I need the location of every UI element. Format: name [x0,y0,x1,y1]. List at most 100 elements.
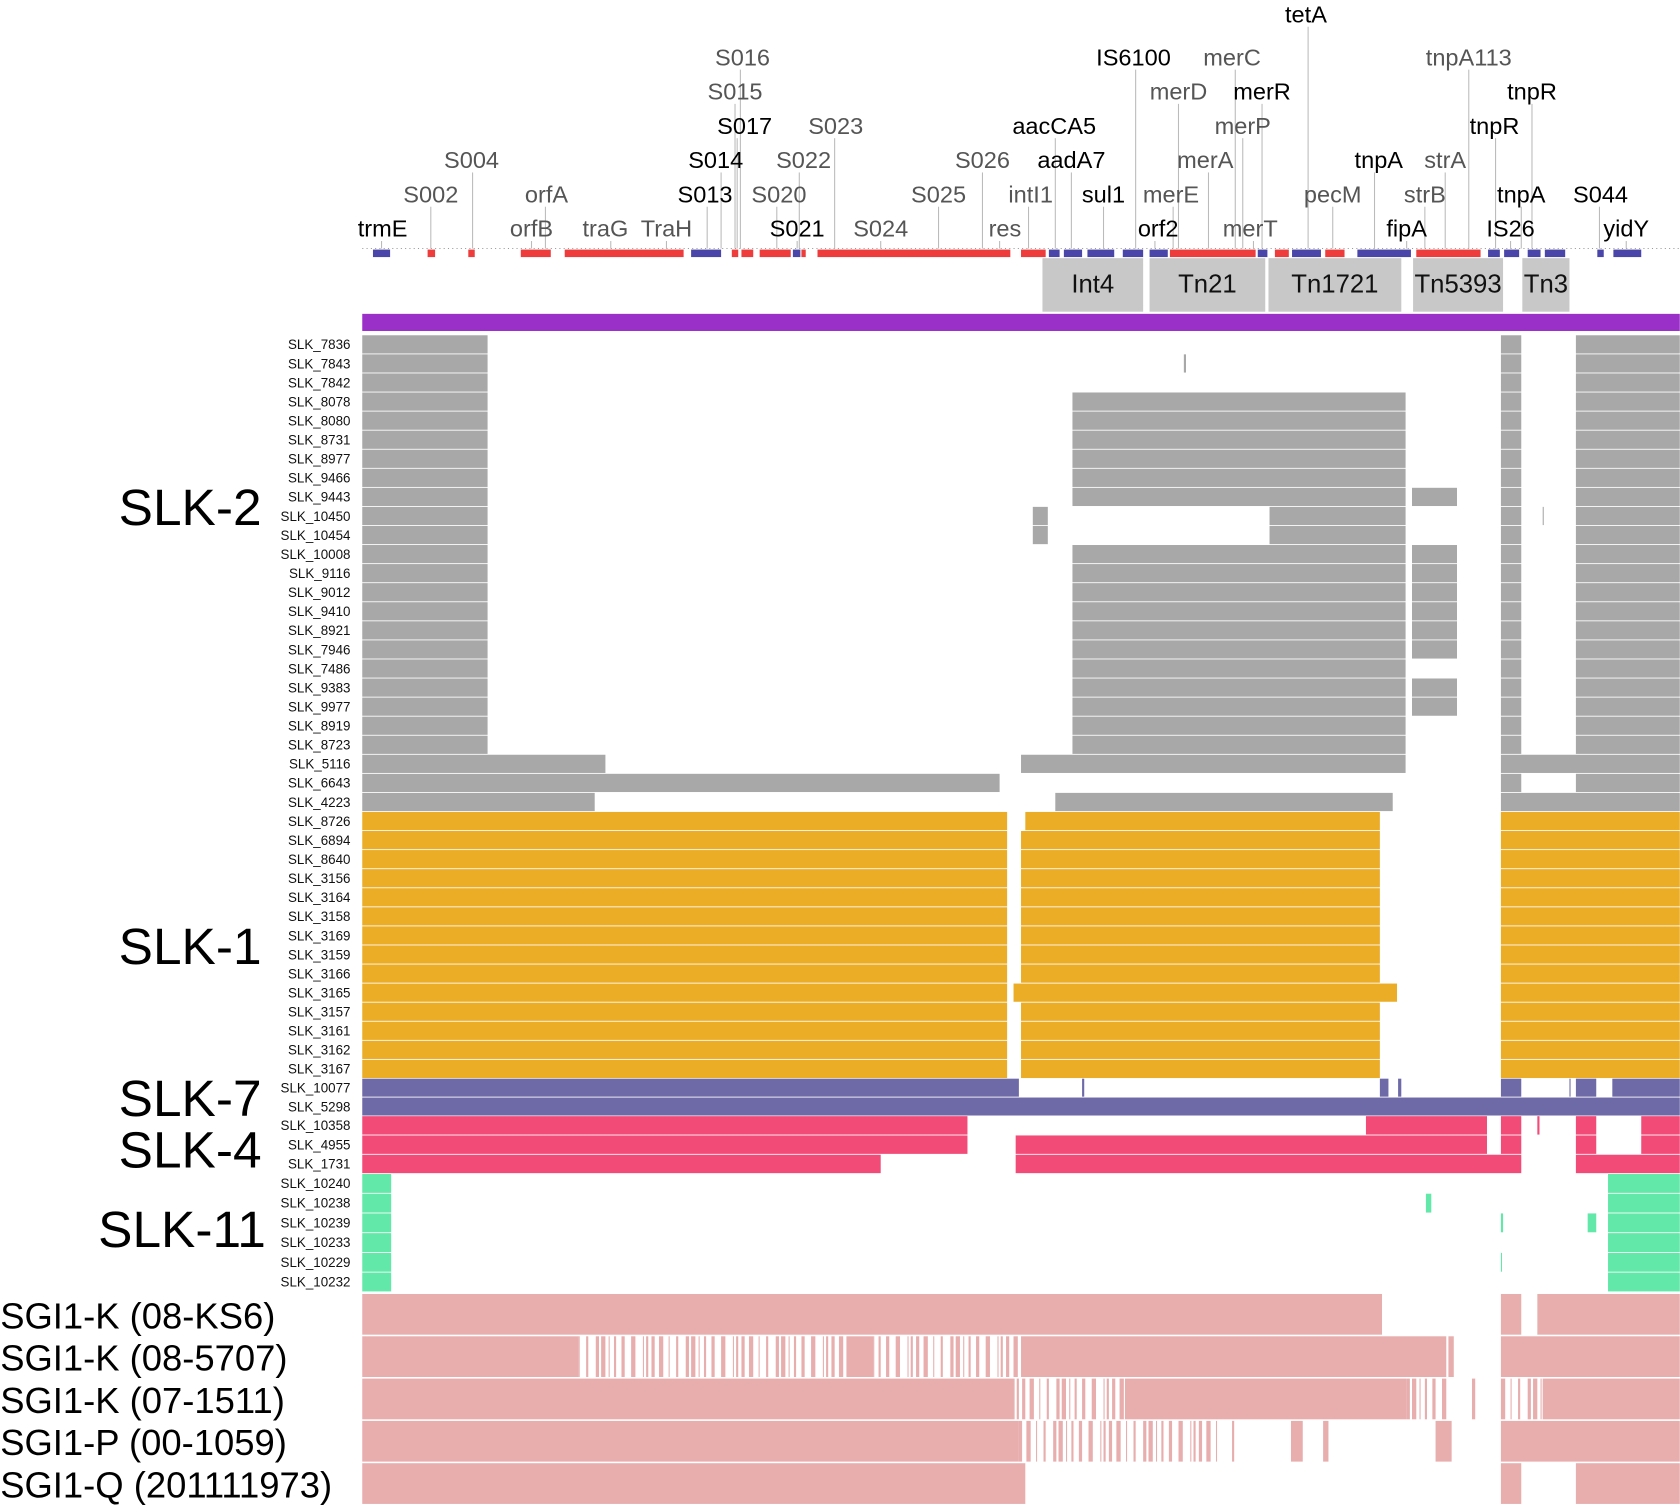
alignment-segment [362,697,488,716]
reference-alignment-segment [831,1336,835,1377]
reference-alignment-segment [907,1336,909,1377]
alignment-segment [1398,1078,1402,1097]
reference-alignment-segment [1013,1378,1015,1420]
reference-alignment-segment [1058,1420,1063,1462]
reference-alignment-segment [362,1336,579,1377]
reference-alignment-segment [736,1336,739,1377]
gene-label: tnpR [1507,79,1557,105]
gene-label: merT [1223,216,1278,242]
alignment-segment [362,1021,1008,1040]
alignment-segment [362,525,488,545]
reference-alignment-segment [578,1336,580,1377]
alignment-segment [1575,621,1680,640]
reference-alignment-segment [1500,1463,1522,1504]
gene-label: orfA [525,181,568,207]
reference-alignment-segment [362,1293,1383,1335]
reference-alignment-segment [362,1420,1019,1462]
alignment-segment [362,487,488,507]
reference-alignment-segment [1518,1378,1521,1420]
alignment-segment [362,792,595,812]
reference-alignment-segment [658,1336,664,1377]
alignment-segment [1500,659,1522,678]
alignment-segment [1608,1193,1680,1213]
alignment-segment [362,1135,968,1154]
alignment-segment [362,506,488,526]
mobile-element-box [1149,258,1266,312]
reference-alignment-segment [811,1336,816,1377]
reference-alignment-segment [711,1336,715,1377]
alignment-segment [1500,430,1522,449]
alignment-segment [1500,1213,1504,1233]
gene-block-blue [691,249,722,258]
alignment-segment [362,1213,392,1233]
gene-label: trmE [358,216,408,242]
gene-block-red [564,249,684,258]
reference-alignment-segment [1103,1420,1106,1462]
gene-label: tetA [1285,1,1327,27]
gene-label: S024 [853,216,908,242]
isolate-label: SLK_4223 [288,795,350,810]
isolate-label: SLK_7836 [288,337,350,352]
gene-label: S020 [751,181,806,207]
alignment-segment [1575,640,1680,659]
alignment-segment [1612,1078,1680,1097]
alignment-segment [362,430,488,449]
reference-alignment-segment [955,1336,960,1377]
reference-alignment-segment [873,1336,875,1377]
gene-block-red [741,249,754,258]
isolate-label: SLK_8731 [288,433,350,448]
gene-label: S016 [715,44,770,70]
isolate-label: SLK_10008 [281,547,351,562]
reference-alignment-segment [1424,1378,1428,1420]
reference-alignment-segment [1500,1420,1680,1462]
alignment-segment [1072,411,1406,430]
alignment-segment [1015,1135,1487,1154]
alignment-segment [1575,411,1680,430]
reference-alignment-segment [997,1336,999,1377]
reference-alignment-segment [1168,1420,1173,1462]
group-label: SLK-11 [98,1200,266,1258]
reference-alignment-segment [1021,1336,1447,1377]
isolate-label: SLK_9977 [288,699,350,714]
mobile-element-label: Tn21 [1178,270,1237,298]
mobile-element-label: Int4 [1071,270,1114,298]
alignment-segment [362,811,1008,831]
reference-alignment-segment [985,1336,990,1377]
alignment-segment [362,1174,392,1193]
alignment-segment [1500,525,1522,545]
alignment-segment [1072,621,1406,640]
alignment-segment [362,964,1008,983]
alignment-segment [1500,792,1680,812]
isolate-label: SLK_3167 [288,1062,350,1077]
reference-alignment-segment [793,1336,797,1377]
reference-alignment-segment [781,1336,786,1377]
alignment-segment [1500,1059,1680,1079]
isolate-label: SLK_9116 [289,566,350,581]
alignment-segment [1021,907,1380,926]
isolate-label: SLK_8919 [288,719,350,734]
gene-block-blue [1504,249,1520,258]
alignment-segment [1575,773,1680,793]
group-label: SLK-1 [119,917,262,975]
gene-label: IS6100 [1096,44,1171,70]
alignment-segment [362,754,606,773]
reference-alignment-segment [651,1336,655,1377]
gene-label: S017 [717,113,772,139]
mobile-element-label: Tn3 [1524,270,1568,298]
alignment-segment [1500,735,1522,754]
alignment-segment [1500,964,1680,983]
alignment-segment [1072,545,1406,564]
gene-block-red [427,249,436,258]
alignment-segment [1575,373,1680,392]
reference-alignment-segment [1066,1420,1068,1462]
reference-alignment-segment [1155,1420,1158,1462]
reference-alignment-segment [1510,1378,1512,1420]
isolate-label: SLK_3157 [288,1005,350,1020]
reference-alignment-segment [950,1336,954,1377]
reference-alignment-segment [1082,1378,1086,1420]
alignment-segment [1412,583,1457,602]
reference-alignment-segment [1108,1420,1113,1462]
alignment-segment [1072,583,1406,602]
isolate-label: SLK_3166 [288,966,350,981]
reference-alignment-segment [685,1336,689,1377]
